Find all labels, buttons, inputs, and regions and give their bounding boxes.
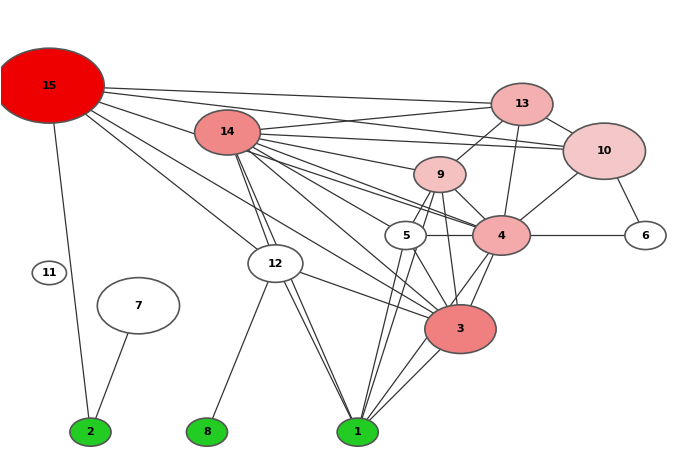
Circle shape <box>625 221 666 250</box>
Circle shape <box>32 261 67 284</box>
Text: 14: 14 <box>219 128 235 138</box>
Circle shape <box>473 216 530 255</box>
Text: 12: 12 <box>268 259 283 268</box>
Circle shape <box>195 110 260 155</box>
Circle shape <box>491 83 553 125</box>
Circle shape <box>97 277 180 334</box>
Circle shape <box>414 157 466 193</box>
Circle shape <box>563 123 645 179</box>
Circle shape <box>248 245 303 282</box>
Text: 8: 8 <box>203 427 211 437</box>
Circle shape <box>0 48 104 123</box>
Text: 9: 9 <box>436 170 444 179</box>
Text: 3: 3 <box>457 324 464 334</box>
Text: 4: 4 <box>497 230 506 241</box>
Text: 5: 5 <box>402 230 409 241</box>
Text: 2: 2 <box>87 427 94 437</box>
Text: 13: 13 <box>515 99 530 109</box>
Circle shape <box>425 305 496 354</box>
Circle shape <box>70 418 111 446</box>
Circle shape <box>385 221 427 250</box>
Circle shape <box>337 418 378 446</box>
Text: 1: 1 <box>354 427 362 437</box>
Text: 6: 6 <box>642 230 649 241</box>
Text: 15: 15 <box>42 81 57 91</box>
Circle shape <box>186 418 228 446</box>
Text: 11: 11 <box>41 268 57 278</box>
Text: 10: 10 <box>596 146 612 156</box>
Text: 7: 7 <box>135 300 142 311</box>
